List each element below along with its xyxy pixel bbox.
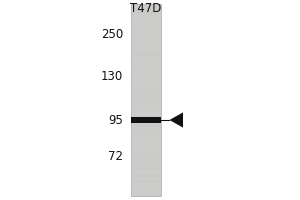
Bar — [130, 190, 160, 191]
Bar — [130, 36, 160, 37]
Bar — [130, 143, 160, 145]
Bar — [130, 180, 160, 182]
Bar — [130, 12, 160, 14]
Text: 72: 72 — [108, 150, 123, 162]
Text: 250: 250 — [101, 27, 123, 40]
Bar — [130, 93, 160, 95]
Bar — [130, 166, 160, 168]
Text: T47D: T47D — [130, 2, 161, 15]
Bar — [130, 150, 160, 151]
Bar — [130, 51, 160, 54]
Bar — [130, 134, 160, 137]
Bar — [130, 33, 160, 34]
Bar — [130, 160, 160, 162]
Bar — [130, 74, 160, 78]
Bar — [130, 167, 160, 169]
Bar — [130, 117, 160, 123]
Bar — [130, 95, 160, 97]
Bar — [130, 112, 160, 116]
Bar — [130, 68, 160, 70]
Bar — [130, 16, 160, 18]
Bar — [130, 128, 160, 130]
Bar — [130, 169, 160, 171]
Bar — [130, 82, 160, 84]
Bar — [130, 180, 160, 182]
Bar — [130, 99, 160, 100]
Bar — [130, 168, 160, 170]
Bar — [130, 89, 160, 90]
Bar — [130, 33, 160, 37]
Bar — [130, 68, 160, 70]
Bar — [130, 185, 160, 189]
Bar — [130, 12, 160, 13]
Bar — [130, 125, 160, 127]
Bar — [130, 90, 160, 93]
Text: 130: 130 — [101, 70, 123, 82]
Bar — [130, 189, 160, 192]
Bar — [130, 174, 160, 178]
Bar — [130, 103, 160, 105]
Bar — [130, 52, 160, 55]
Bar — [130, 36, 160, 37]
Text: 95: 95 — [108, 114, 123, 127]
Bar — [130, 117, 160, 121]
Bar — [130, 175, 160, 178]
Bar — [130, 90, 160, 94]
Bar — [130, 157, 160, 160]
Bar — [130, 32, 160, 35]
Bar — [130, 12, 160, 14]
Bar — [130, 27, 160, 29]
Bar — [130, 53, 160, 56]
Bar — [130, 106, 160, 110]
Bar — [130, 53, 160, 54]
Bar — [130, 107, 160, 109]
Bar — [130, 46, 160, 48]
Bar — [130, 26, 160, 28]
Polygon shape — [169, 112, 183, 128]
Bar — [130, 17, 160, 19]
Bar — [130, 165, 160, 168]
Bar — [130, 137, 160, 141]
Bar — [130, 15, 160, 16]
Bar — [130, 41, 160, 43]
Bar — [130, 4, 160, 196]
Bar — [130, 65, 160, 68]
Bar — [130, 14, 160, 16]
Bar — [130, 178, 160, 181]
Bar — [130, 89, 160, 92]
Bar — [130, 119, 160, 122]
Bar — [130, 156, 160, 158]
